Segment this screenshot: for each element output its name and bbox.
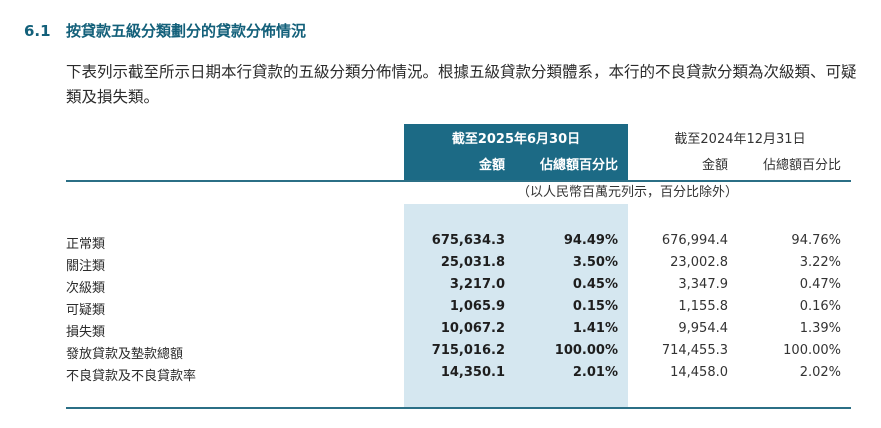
row-label: 不良貸款及不良貸款率 <box>66 369 197 384</box>
current-period-label: 截至2025年6月30日 <box>451 132 581 147</box>
previous-amount-cell: 14,458.0 <box>670 365 728 380</box>
previous-percent-cell: 1.39% <box>799 321 841 336</box>
previous-percent-cell: 0.16% <box>799 299 841 314</box>
current-percent-cell: 2.01% <box>572 365 618 380</box>
previous-amount-cell: 9,954.4 <box>678 321 728 336</box>
current-amount-cell: 675,634.3 <box>431 233 505 248</box>
previous-amount-cell: 676,994.4 <box>661 233 728 248</box>
previous-amount-cell: 1,155.8 <box>678 299 728 314</box>
current-percent-cell: 0.45% <box>572 277 618 292</box>
table-row: 正常類 675,634.3 94.49% 676,994.4 94.76% <box>66 231 851 253</box>
current-percent-cell: 1.41% <box>572 321 618 336</box>
current-percent-cell: 94.49% <box>563 233 618 248</box>
current-percent-header: 佔總額百分比 <box>539 158 618 173</box>
previous-period-label: 截至2024年12月31日 <box>674 132 806 147</box>
section-number: 6.1 <box>24 22 51 40</box>
previous-percent-cell: 94.76% <box>791 233 841 248</box>
current-amount-cell: 715,016.2 <box>431 343 505 358</box>
unit-note: （以人民幣百萬元列示，百分比除外） <box>516 185 738 200</box>
current-amount-cell: 1,065.9 <box>449 299 505 314</box>
table-row: 關注類 25,031.8 3.50% 23,002.8 3.22% <box>66 253 851 275</box>
current-amount-cell: 14,350.1 <box>440 365 505 380</box>
previous-amount-cell: 3,347.9 <box>678 277 728 292</box>
row-label: 可疑類 <box>66 303 106 318</box>
table-row-npl: 不良貸款及不良貸款率 14,350.1 2.01% 14,458.0 2.02% <box>66 363 851 385</box>
previous-amount-cell: 714,455.3 <box>661 343 728 358</box>
previous-percent-header: 佔總額百分比 <box>762 158 841 173</box>
current-period-column-highlight <box>404 204 628 407</box>
previous-amount-header: 金額 <box>701 158 728 173</box>
row-label: 關注類 <box>66 259 106 274</box>
table-row: 可疑類 1,065.9 0.15% 1,155.8 0.16% <box>66 297 851 319</box>
table-bottom-rule <box>66 407 851 409</box>
previous-percent-cell: 0.47% <box>799 277 841 292</box>
table-header-rule <box>66 180 851 182</box>
section-title: 按貸款五級分類劃分的貸款分佈情況 <box>66 22 307 40</box>
loan-classification-table: 正常類 675,634.3 94.49% 676,994.4 94.76% 關注… <box>66 231 851 385</box>
current-amount-cell: 3,217.0 <box>449 277 505 292</box>
row-label: 正常類 <box>66 237 106 252</box>
current-period-header-band <box>404 124 628 181</box>
current-percent-cell: 0.15% <box>572 299 618 314</box>
current-percent-cell: 3.50% <box>572 255 618 270</box>
previous-percent-cell: 100.00% <box>783 343 841 358</box>
table-row: 次級類 3,217.0 0.45% 3,347.9 0.47% <box>66 275 851 297</box>
previous-percent-cell: 3.22% <box>799 255 841 270</box>
current-amount-header: 金額 <box>478 158 505 173</box>
row-label: 損失類 <box>66 325 106 340</box>
current-amount-cell: 10,067.2 <box>440 321 505 336</box>
intro-paragraph: 下表列示截至所示日期本行貸款的五級分類分佈情況。根據五級貸款分類體系，本行的不良… <box>66 63 857 106</box>
row-label: 發放貸款及墊款總額 <box>66 347 184 362</box>
current-amount-cell: 25,031.8 <box>440 255 505 270</box>
previous-amount-cell: 23,002.8 <box>670 255 728 270</box>
previous-percent-cell: 2.02% <box>799 365 841 380</box>
row-label: 次級類 <box>66 281 106 296</box>
table-row: 損失類 10,067.2 1.41% 9,954.4 1.39% <box>66 319 851 341</box>
table-row-total: 發放貸款及墊款總額 715,016.2 100.00% 714,455.3 10… <box>66 341 851 363</box>
current-percent-cell: 100.00% <box>554 343 618 358</box>
section-heading: 6.1 按貸款五級分類劃分的貸款分佈情況 <box>24 20 306 41</box>
